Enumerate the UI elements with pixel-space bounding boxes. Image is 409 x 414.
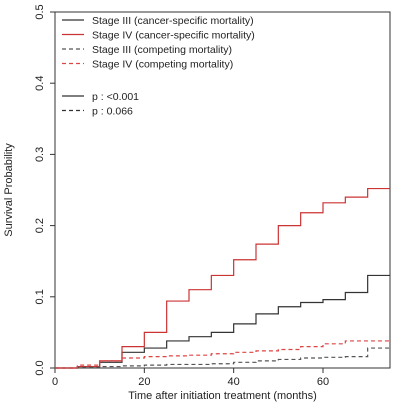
y-tick-label: 0.2	[34, 218, 46, 233]
series-line-3	[55, 340, 390, 369]
x-tick-label: 20	[138, 376, 150, 388]
x-tick-label: 0	[52, 376, 58, 388]
y-tick-label: 0.4	[34, 76, 46, 91]
axes-group: 0 20 40 60 0.0 0.1 0.2 0.3 0.4 0.5	[34, 4, 391, 388]
y-tick-label: 0.3	[34, 147, 46, 162]
x-tick-label: 40	[228, 376, 240, 388]
series-lines-group	[55, 187, 390, 369]
series-line-2	[55, 347, 390, 369]
legend-label-1: Stage IV (cancer-specific mortality)	[92, 30, 255, 42]
plot-frame	[54, 11, 391, 369]
y-tick-label: 0.0	[34, 360, 46, 375]
series-line-0	[55, 274, 390, 369]
legend-label-3: Stage IV (competing mortality)	[92, 59, 233, 71]
legend: Stage III (cancer-specific mortality) Sta…	[62, 15, 255, 118]
y-tick-label: 0.5	[34, 4, 46, 19]
y-tick-label: 0.1	[34, 289, 46, 304]
legend-label-2: Stage III (competing mortality)	[92, 44, 232, 56]
x-axis-title: Time after initiation treatment (months)	[128, 390, 317, 402]
pvalue-label-0: p : <0.001	[92, 91, 139, 103]
y-axis-title: Survival Probability	[3, 143, 15, 237]
x-tick-label: 60	[317, 376, 329, 388]
legend-label-0: Stage III (cancer-specific mortality)	[92, 15, 254, 27]
pvalue-label-1: p : 0.066	[92, 106, 133, 118]
series-line-1	[55, 187, 390, 369]
